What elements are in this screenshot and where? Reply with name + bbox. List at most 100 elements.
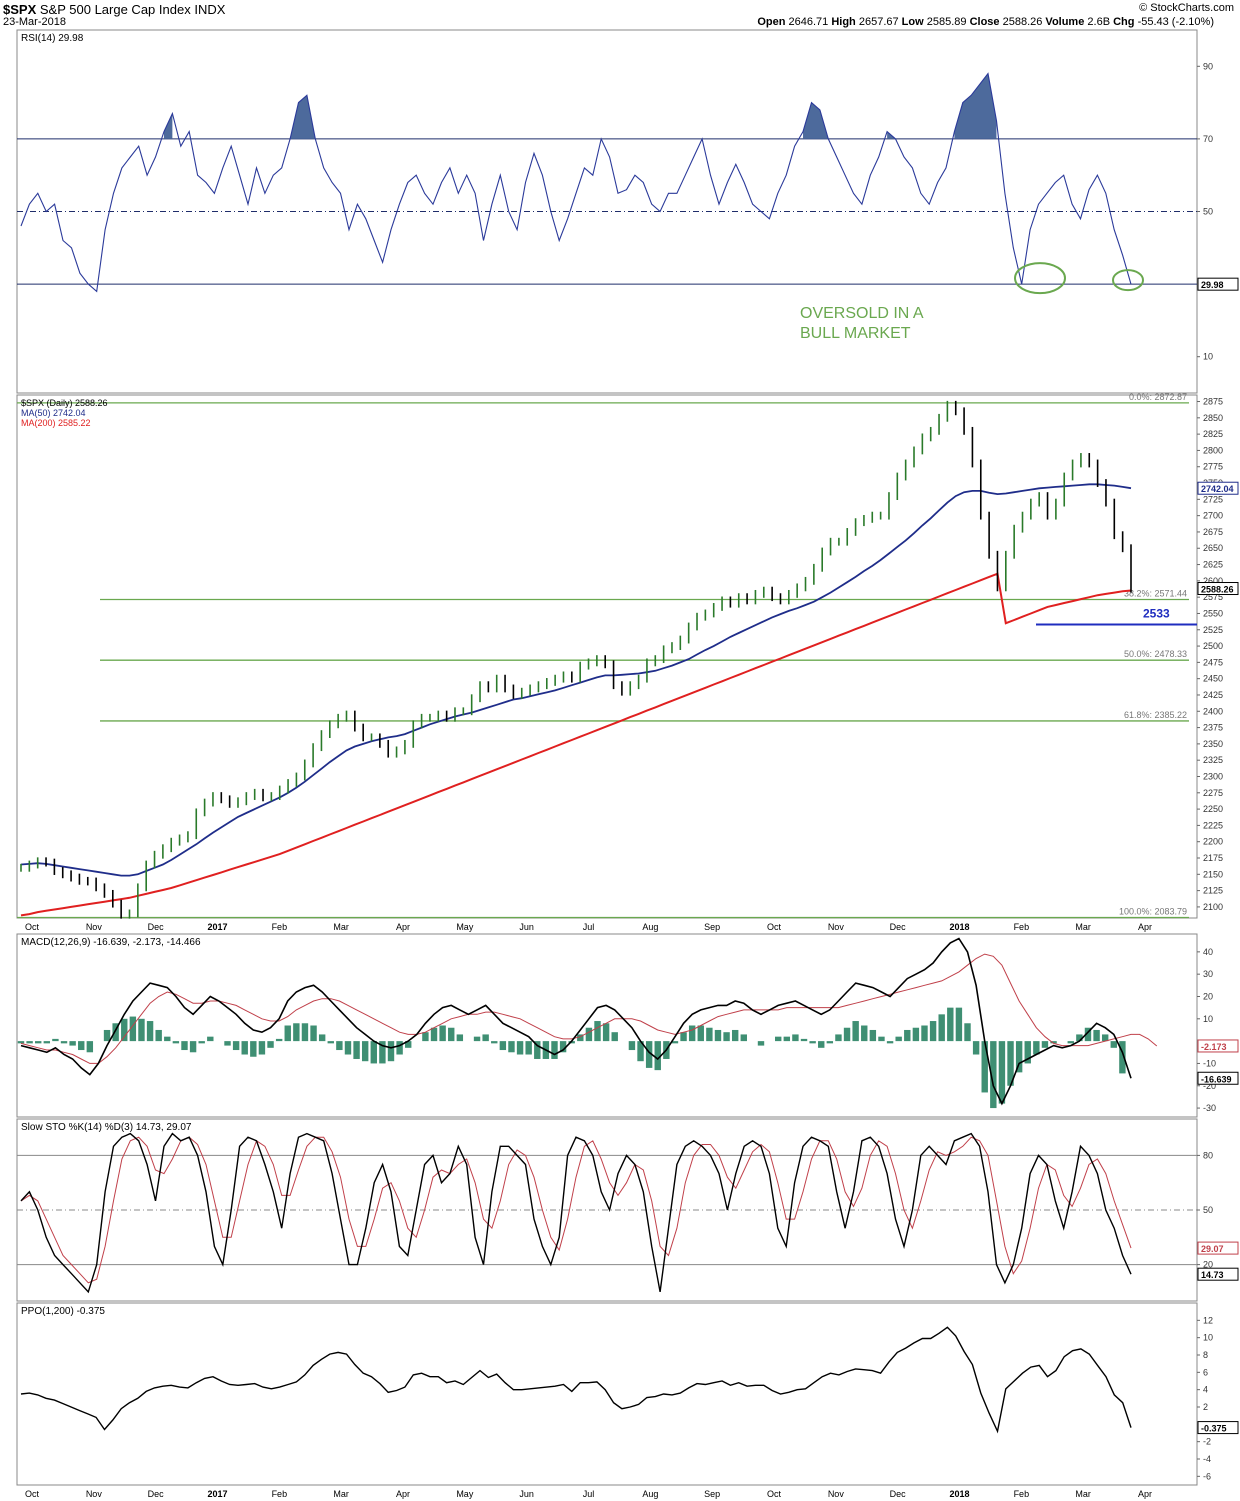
volume-value: 2.6B xyxy=(1087,16,1111,28)
high-value: 2657.67 xyxy=(858,16,899,28)
stoch-k-last-box xyxy=(1197,1267,1239,1281)
macd-histogram-bar xyxy=(344,1041,352,1055)
x-tick-label: Nov xyxy=(828,1489,845,1499)
macd-histogram-bar xyxy=(921,1025,928,1042)
macd-histogram-bar xyxy=(60,1041,68,1044)
oversold-circle xyxy=(1014,262,1066,295)
macd-histogram-bar xyxy=(138,1018,145,1042)
y-tick-label: 2650 xyxy=(1203,543,1223,553)
y-tick-label: 2725 xyxy=(1203,494,1223,504)
macd-histogram-bar xyxy=(628,1041,636,1051)
symbol: $SPX xyxy=(3,2,37,17)
y-tick-label: 12 xyxy=(1203,1315,1213,1325)
macd-histogram-bar xyxy=(800,1038,808,1042)
macd-histogram-bar xyxy=(318,1034,326,1042)
macd-histogram-bar xyxy=(525,1041,532,1055)
y-tick-label: 8 xyxy=(1203,1350,1208,1360)
stoch-d-line xyxy=(20,1136,1132,1284)
macd-histogram-bar xyxy=(241,1041,248,1055)
macd-histogram-bar xyxy=(121,1018,128,1042)
y-tick-label: 2675 xyxy=(1203,527,1223,537)
y-tick-label: 2875 xyxy=(1203,397,1223,407)
macd-histogram-bar xyxy=(456,1034,464,1042)
macd-histogram-bar xyxy=(534,1041,541,1059)
macd-histogram-bar xyxy=(112,1023,119,1042)
ppo-panel-frame xyxy=(16,1302,1198,1486)
macd-histogram-bar xyxy=(232,1041,240,1051)
ma50-line xyxy=(20,483,1132,877)
macd-histogram-bar xyxy=(482,1034,489,1042)
y-tick-label: 2250 xyxy=(1203,804,1223,814)
y-tick-label: 2625 xyxy=(1203,560,1223,570)
y-tick-label: 2850 xyxy=(1203,413,1223,423)
y-tick-label: 2825 xyxy=(1203,429,1223,439)
y-tick-label: 2775 xyxy=(1203,462,1223,472)
y-tick-label: 2225 xyxy=(1203,820,1223,830)
macd-histogram-bar xyxy=(516,1041,524,1055)
x-tick-label: Dec xyxy=(890,1489,907,1499)
x-tick-label: Aug xyxy=(642,1489,658,1499)
x-tick-label: Sep xyxy=(704,922,720,932)
ma200-legend: MA(200) 2585.22 xyxy=(21,418,91,428)
macd-histogram-bar xyxy=(491,1041,498,1044)
y-tick-label: -6 xyxy=(1203,1471,1211,1481)
macd-histogram-bar xyxy=(559,1041,567,1053)
y-tick-label: 2475 xyxy=(1203,657,1223,667)
rsi-title: RSI(14) 29.98 xyxy=(21,33,84,44)
macd-histogram-bar xyxy=(430,1027,438,1042)
close-value: 2588.26 xyxy=(1002,16,1043,28)
macd-histogram-bar xyxy=(1093,1029,1100,1042)
y-tick-label: 30 xyxy=(1203,969,1213,979)
macd-histogram-bar xyxy=(422,1032,429,1042)
macd-histogram-bar xyxy=(852,1021,859,1042)
macd-histogram-bar xyxy=(361,1041,369,1062)
y-tick-label: 2575 xyxy=(1203,592,1223,602)
macd-histogram-bar xyxy=(998,1041,1006,1104)
macd-histogram-bar xyxy=(181,1041,188,1051)
macd-histogram-bar xyxy=(35,1041,42,1044)
y-tick-label: 4 xyxy=(1203,1385,1208,1395)
y-tick-label: 2125 xyxy=(1203,886,1223,896)
x-tick-label: Mar xyxy=(1075,1489,1091,1499)
x-tick-label: Nov xyxy=(86,1489,103,1499)
macd-histogram-bar xyxy=(508,1041,515,1053)
macd-histogram-bar xyxy=(697,1025,704,1042)
low-value: 2585.89 xyxy=(926,16,967,28)
x-tick-label: 2017 xyxy=(207,922,227,932)
stochastic-title: Slow STO %K(14) %D(3) 14.73, 29.07 xyxy=(21,1122,192,1133)
macd-histogram-bar xyxy=(792,1034,799,1042)
y-tick-label: 2375 xyxy=(1203,723,1223,733)
macd-histogram-bar xyxy=(310,1025,317,1042)
macd-histogram-bar xyxy=(904,1029,911,1042)
price-legend: $SPX (Daily) 2588.26 xyxy=(21,398,108,408)
volume-label: Volume xyxy=(1045,16,1085,28)
macd-histogram-bar xyxy=(611,1032,618,1042)
macd-histogram-bar xyxy=(947,1007,954,1042)
open-value: 2646.71 xyxy=(788,16,829,28)
macd-histogram-bar xyxy=(172,1041,180,1044)
macd-histogram-bar xyxy=(267,1041,274,1048)
macd-histogram-bar xyxy=(1024,1041,1031,1064)
macd-histogram-bar xyxy=(301,1023,309,1042)
macd-signal-last: -2.173 xyxy=(1201,1042,1227,1052)
macd-histogram-bar xyxy=(69,1041,76,1046)
x-tick-label: Dec xyxy=(148,1489,165,1499)
ma50-last-value-box xyxy=(1197,481,1239,495)
macd-histogram-bar xyxy=(327,1041,334,1044)
macd-histogram-bar xyxy=(602,1023,610,1042)
x-tick-label: Mar xyxy=(1075,922,1091,932)
oversold-annotation-line1: OVERSOLD IN A xyxy=(800,305,924,322)
x-tick-label: Oct xyxy=(25,1489,40,1499)
fib-label: 61.8%: 2385.22 xyxy=(1124,710,1187,720)
x-tick-label: Feb xyxy=(272,1489,288,1499)
x-tick-label: Sep xyxy=(704,1489,720,1499)
macd-histogram-bar xyxy=(1119,1041,1126,1074)
x-tick-label: Oct xyxy=(767,1489,782,1499)
macd-histogram-bar xyxy=(1110,1041,1117,1048)
oversold-annotation-line2: BULL MARKET xyxy=(800,325,911,342)
rsi-line xyxy=(20,72,1132,293)
macd-histogram-bar xyxy=(645,1041,653,1068)
x-tick-label: 2017 xyxy=(207,1489,227,1499)
x-tick-label: Nov xyxy=(86,922,103,932)
y-tick-label: 2350 xyxy=(1203,739,1223,749)
